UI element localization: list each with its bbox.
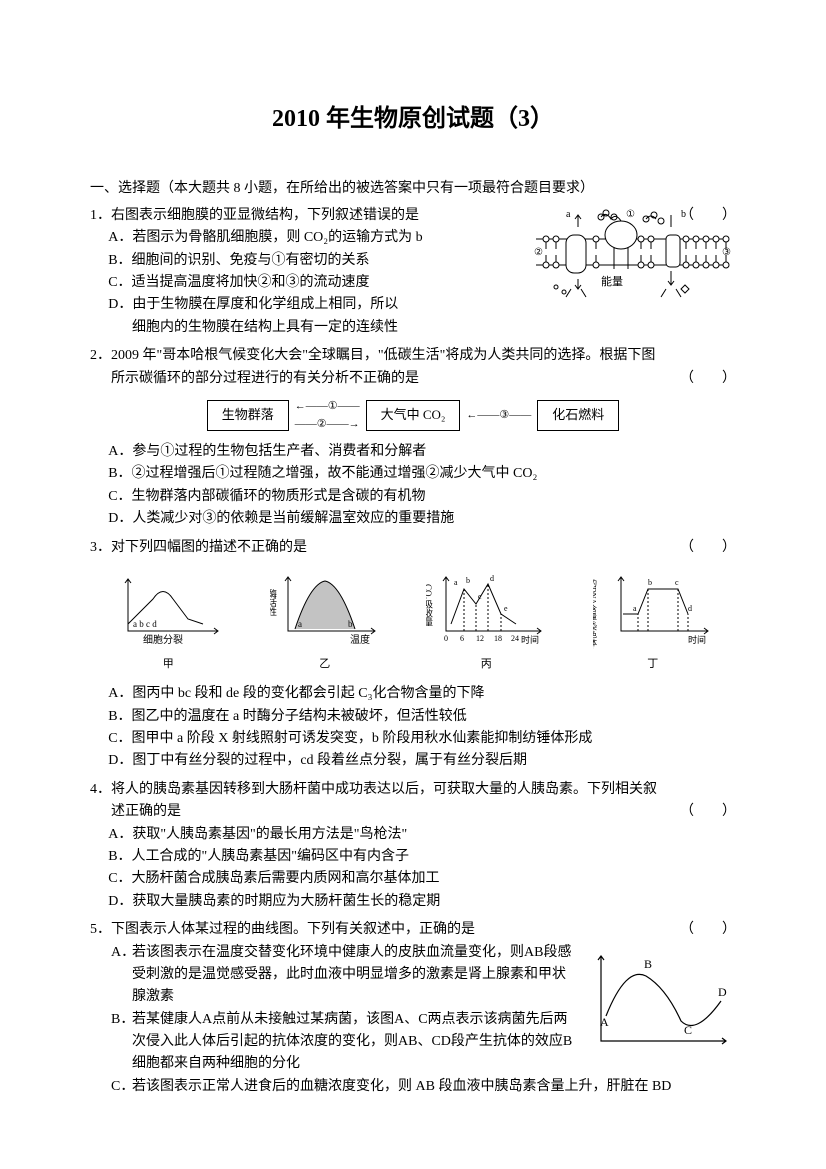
svg-text:③: ③ bbox=[722, 247, 731, 258]
q4-opt-b: B．人工合成的"人胰岛素基因"编码区中有内含子 bbox=[90, 846, 736, 868]
svg-text:时间: 时间 bbox=[688, 634, 706, 645]
svg-text:温度: 温度 bbox=[350, 633, 370, 646]
q4-number: 4． bbox=[90, 782, 111, 797]
svg-text:18: 18 bbox=[494, 634, 502, 643]
q5-opt-a: 若该图表示在温度交替变化环境中健康人的皮肤血流量变化，则AB段感受刺激的是温觉感… bbox=[132, 942, 576, 1009]
svg-text:e: e bbox=[504, 604, 508, 613]
q1-number: 1． bbox=[90, 208, 111, 223]
svg-text:d: d bbox=[490, 574, 494, 583]
q3-opt-c: C．图甲中 a 阶段 X 射线照射可诱发突变，b 阶段用秋水仙素能抑制纺锤体形成 bbox=[90, 728, 736, 750]
svg-text:的DNA含量/染色体上: 的DNA含量/染色体上 bbox=[593, 578, 598, 649]
q1-opt-d2: 细胞内的生物膜在结构上具有一定的连续性 bbox=[90, 317, 736, 339]
svg-text:a: a bbox=[633, 604, 637, 613]
q2-number: 2． bbox=[90, 348, 111, 363]
q1-stem: 右图表示细胞膜的亚显微结构，下列叙述错误的是 bbox=[111, 208, 419, 223]
q5-opt-b: 若某健康人A点前从未接触过某病菌，该图A、C两点表示该病菌先后两次侵入此人体后引… bbox=[132, 1009, 576, 1076]
q5-opt-b-letter: B． bbox=[111, 1009, 132, 1076]
q5-stem: 下图表示人体某过程的曲线图。下列有关叙述中，正确的是 bbox=[111, 922, 475, 937]
svg-text:a: a bbox=[454, 578, 458, 587]
q2-flow-diagram: 生物群落 ←——①—— ——②——→ 大气中 CO₂ ←——③—— 化石燃料 bbox=[90, 398, 736, 433]
flow-box2: 大气中 CO₂ bbox=[366, 400, 461, 431]
q5-opt-c: 若该图表示正常人进食后的血糖浓度变化，则 AB 段血液中胰岛素含量上升，肝脏在 … bbox=[132, 1076, 736, 1098]
question-1: a b ① ② ③ 能量 1．右图表示细胞膜的亚显微结构，下列叙述错误的是 （ … bbox=[90, 205, 736, 339]
svg-text:b: b bbox=[466, 576, 470, 585]
q4-opt-d: D．获取大量胰岛素的时期应为大肠杆菌生长的稳定期 bbox=[90, 891, 736, 913]
svg-text:B: B bbox=[644, 957, 652, 971]
svg-text:C: C bbox=[684, 1023, 692, 1037]
q5-curve-diagram: A B C D bbox=[586, 946, 736, 1064]
q3-opt-b: B．图乙中的温度在 a 时酶分子结构未被破坏，但活性较低 bbox=[90, 706, 736, 728]
q4-opt-c: C．大肠杆菌合成胰岛素后需要内质网和高尔基体加工 bbox=[90, 868, 736, 890]
q3-chart-2: 酶活性 a b 温度 乙 bbox=[270, 569, 380, 673]
q3-stem: 对下列四幅图的描述不正确的是 bbox=[111, 540, 307, 555]
q2-opt-b: B．②过程增强后①过程随之增强，故不能通过增强②减少大气中 CO₂ bbox=[90, 463, 736, 485]
q3-chart-3: CO₂吸收量 ab cd e 06 1218 24 时间 丙 bbox=[426, 569, 546, 673]
q4-stem1: 将人的胰岛素基因转移到大肠杆菌中成功表达以后，可获取大量的人胰岛素。下列相关叙 bbox=[111, 782, 657, 797]
svg-text:细胞分裂: 细胞分裂 bbox=[143, 633, 183, 646]
q2-opt-a: A．参与①过程的生物包括生产者、消费者和分解者 bbox=[90, 441, 736, 463]
question-2: 2．2009 年"哥本哈根气候变化大会"全球瞩目，"低碳生活"将成为人类共同的选… bbox=[90, 345, 736, 531]
svg-text:0: 0 bbox=[444, 634, 448, 643]
q4-blank: （ ） bbox=[680, 801, 736, 823]
q2-stem2: 所示碳循环的部分过程进行的有关分析不正确的是 bbox=[111, 371, 419, 386]
svg-text:12: 12 bbox=[476, 634, 484, 643]
svg-text:CO₂吸收量: CO₂吸收量 bbox=[426, 584, 433, 627]
question-3: 3．对下列四幅图的描述不正确的是 （ ） a b c d 细胞分裂 甲 bbox=[90, 537, 736, 773]
q3-chart-1: a b c d 细胞分裂 甲 bbox=[113, 569, 223, 673]
svg-text:能量: 能量 bbox=[601, 274, 623, 288]
svg-text:24: 24 bbox=[511, 634, 519, 643]
q3-charts-row: a b c d 细胞分裂 甲 酶活性 a b 温度 乙 bbox=[90, 569, 736, 673]
q2-stem1: 2009 年"哥本哈根气候变化大会"全球瞩目，"低碳生活"将成为人类共同的选择。… bbox=[111, 348, 655, 363]
q2-opt-c: C．生物群落内部碳循环的物质形式是含碳的有机物 bbox=[90, 486, 736, 508]
question-4: 4．将人的胰岛素基因转移到大肠杆菌中成功表达以后，可获取大量的人胰岛素。下列相关… bbox=[90, 779, 736, 913]
svg-text:d: d bbox=[688, 604, 692, 613]
section-header: 一、选择题（本大题共 8 小题，在所给出的被选答案中只有一项最符合题目要求） bbox=[90, 178, 736, 200]
svg-text:时间: 时间 bbox=[521, 634, 539, 645]
q3-opt-a: A．图丙中 bc 段和 de 段的变化都会引起 C₃化合物含量的下降 bbox=[90, 683, 736, 705]
q2-opt-d: D．人类减少对③的依赖是当前缓解温室效应的重要措施 bbox=[90, 508, 736, 530]
q5-opt-a-letter: A． bbox=[111, 942, 132, 1009]
svg-text:酶活性: 酶活性 bbox=[270, 588, 277, 617]
svg-text:c: c bbox=[478, 592, 482, 601]
q3-number: 3． bbox=[90, 540, 111, 555]
q5-opt-c-letter: C． bbox=[111, 1076, 132, 1098]
q4-opt-a: A．获取"人胰岛素基因"的最长用方法是"鸟枪法" bbox=[90, 824, 736, 846]
flow-box1: 生物群落 bbox=[207, 400, 289, 431]
q5-number: 5． bbox=[90, 922, 111, 937]
page-title: 2010 年生物原创试题（3） bbox=[90, 100, 736, 138]
svg-text:D: D bbox=[718, 985, 727, 999]
svg-text:②: ② bbox=[534, 247, 543, 258]
q1-blank: （ ） bbox=[701, 205, 736, 227]
svg-text:A: A bbox=[600, 1015, 609, 1029]
q2-blank: （ ） bbox=[680, 368, 736, 390]
svg-text:6: 6 bbox=[460, 634, 464, 643]
q3-opt-d: D．图丁中有丝分裂的过程中，cd 段着丝点分裂，属于有丝分裂后期 bbox=[90, 750, 736, 772]
svg-text:b: b bbox=[648, 578, 652, 587]
svg-text:a: a bbox=[298, 619, 302, 629]
flow-box3: 化石燃料 bbox=[537, 400, 619, 431]
svg-text:b: b bbox=[348, 619, 353, 629]
q4-stem2: 述正确的是 bbox=[111, 804, 181, 819]
question-5: 5．下图表示人体某过程的曲线图。下列有关叙述中，正确的是 （ ） A B C D… bbox=[90, 919, 736, 1098]
svg-text:a b c d: a b c d bbox=[133, 619, 157, 629]
svg-text:c: c bbox=[675, 578, 679, 587]
q3-blank: （ ） bbox=[701, 537, 736, 559]
q5-blank: （ ） bbox=[701, 919, 736, 941]
q3-chart-4: 的DNA含量/染色体上 ab cd 时间 丁 bbox=[593, 569, 713, 673]
